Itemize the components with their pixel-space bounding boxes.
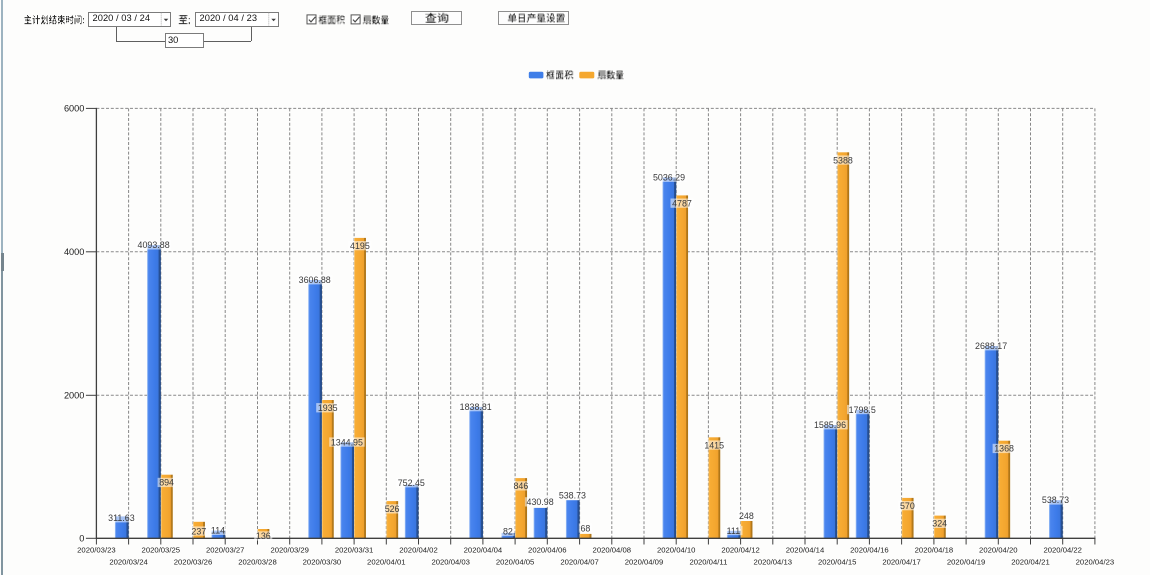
svg-text:324: 324 bbox=[932, 519, 947, 529]
svg-text:430.98: 430.98 bbox=[527, 497, 554, 507]
svg-text:2020/04/09: 2020/04/09 bbox=[625, 558, 663, 567]
svg-text:2000: 2000 bbox=[64, 390, 84, 400]
svg-text:2020/04/04: 2020/04/04 bbox=[464, 545, 503, 554]
svg-text:2020/04/06: 2020/04/06 bbox=[528, 545, 566, 554]
svg-text:1585.96: 1585.96 bbox=[814, 420, 846, 430]
svg-text:0: 0 bbox=[79, 533, 84, 543]
svg-text:1798.5: 1798.5 bbox=[849, 405, 876, 415]
svg-text:5388: 5388 bbox=[833, 155, 853, 165]
svg-text:752.45: 752.45 bbox=[398, 478, 425, 488]
svg-text:1935: 1935 bbox=[318, 403, 338, 413]
svg-text:1344.95: 1344.95 bbox=[331, 437, 363, 447]
svg-text:2020/04/20: 2020/04/20 bbox=[979, 545, 1017, 554]
svg-text:4000: 4000 bbox=[64, 247, 84, 257]
svg-text:2020/04/12: 2020/04/12 bbox=[721, 545, 759, 554]
svg-text:2020/04/08: 2020/04/08 bbox=[593, 545, 631, 554]
svg-text:2020/04/17: 2020/04/17 bbox=[882, 558, 920, 567]
svg-text:2020/03/28: 2020/03/28 bbox=[238, 558, 276, 567]
svg-text:2020/04/19: 2020/04/19 bbox=[947, 558, 985, 567]
svg-text:2020/03/31: 2020/03/31 bbox=[335, 545, 373, 554]
svg-text:2020/04/07: 2020/04/07 bbox=[560, 558, 598, 567]
svg-text:111: 111 bbox=[727, 526, 741, 536]
svg-text:846: 846 bbox=[513, 481, 528, 491]
svg-text:538.73: 538.73 bbox=[1042, 495, 1069, 505]
svg-text:2020/03/30: 2020/03/30 bbox=[303, 558, 341, 567]
svg-text:2020/04/14: 2020/04/14 bbox=[786, 545, 825, 554]
svg-text:248: 248 bbox=[739, 511, 754, 521]
svg-text:570: 570 bbox=[900, 501, 915, 511]
svg-text:4195: 4195 bbox=[350, 241, 370, 251]
svg-text:1838.81: 1838.81 bbox=[460, 402, 492, 412]
svg-text:3606.88: 3606.88 bbox=[299, 275, 331, 285]
svg-text:2020/04/15: 2020/04/15 bbox=[818, 558, 856, 567]
svg-text:2688.17: 2688.17 bbox=[975, 341, 1007, 351]
svg-text:2020/04/10: 2020/04/10 bbox=[657, 545, 695, 554]
svg-text:2020/04/16: 2020/04/16 bbox=[850, 545, 888, 554]
svg-text:2020/04/23: 2020/04/23 bbox=[1076, 558, 1114, 567]
svg-text:2020/04/22: 2020/04/22 bbox=[1043, 545, 1081, 554]
svg-text:136: 136 bbox=[256, 531, 271, 541]
svg-text:2020/04/18: 2020/04/18 bbox=[915, 545, 953, 554]
svg-text:2020/04/21: 2020/04/21 bbox=[1011, 558, 1049, 567]
svg-text:237: 237 bbox=[191, 526, 206, 536]
svg-text:2020/04/02: 2020/04/02 bbox=[399, 545, 437, 554]
svg-text:1368: 1368 bbox=[994, 444, 1014, 454]
svg-text:114: 114 bbox=[211, 526, 225, 536]
svg-text:526: 526 bbox=[385, 504, 400, 514]
svg-text:5036.29: 5036.29 bbox=[653, 173, 685, 183]
svg-text:6000: 6000 bbox=[64, 104, 84, 114]
svg-text:894: 894 bbox=[159, 478, 174, 488]
svg-text:68: 68 bbox=[580, 523, 590, 533]
svg-text:4093.88: 4093.88 bbox=[138, 240, 170, 250]
svg-text:2020/04/03: 2020/04/03 bbox=[431, 558, 469, 567]
svg-text:2020/03/27: 2020/03/27 bbox=[206, 545, 244, 554]
svg-text:2020/03/23: 2020/03/23 bbox=[77, 545, 115, 554]
svg-text:2020/04/05: 2020/04/05 bbox=[496, 558, 534, 567]
svg-text:538.73: 538.73 bbox=[559, 491, 586, 501]
svg-text:2020/04/13: 2020/04/13 bbox=[754, 558, 792, 567]
svg-text:4787: 4787 bbox=[672, 198, 692, 208]
svg-text:2020/03/25: 2020/03/25 bbox=[142, 545, 180, 554]
svg-text:82: 82 bbox=[503, 527, 513, 537]
svg-text:311.63: 311.63 bbox=[108, 513, 135, 523]
svg-text:2020/03/24: 2020/03/24 bbox=[109, 558, 148, 567]
svg-text:2020/04/01: 2020/04/01 bbox=[367, 558, 405, 567]
svg-text:2020/03/29: 2020/03/29 bbox=[270, 545, 308, 554]
svg-text:2020/03/26: 2020/03/26 bbox=[174, 558, 212, 567]
svg-text:2020/04/11: 2020/04/11 bbox=[689, 558, 727, 567]
svg-text:1415: 1415 bbox=[704, 440, 724, 450]
